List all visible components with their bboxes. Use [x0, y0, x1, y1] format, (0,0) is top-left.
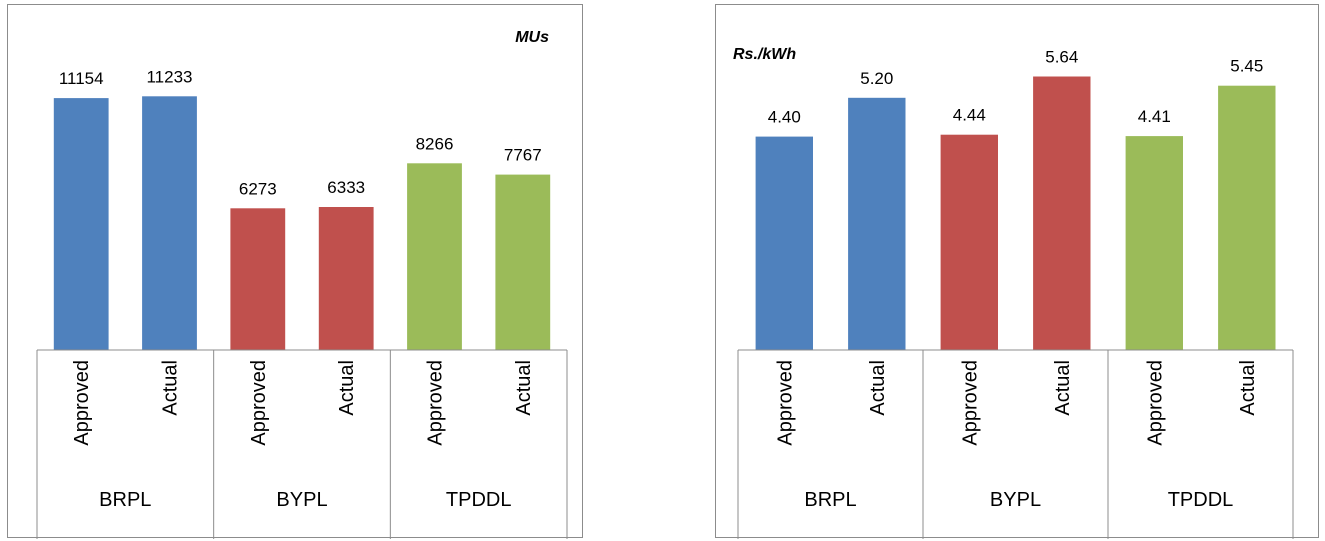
group-label-bypl: BYPL — [990, 489, 1041, 511]
group-label-bypl: BYPL — [276, 489, 327, 511]
bar-bypl-approved — [230, 208, 286, 350]
mus-chart: MUs 11154 11233 6273 6333 8266 7767 Approved Ac… — [7, 4, 583, 539]
data-label: 5.64 — [1045, 48, 1078, 67]
data-label: 6273 — [239, 179, 277, 198]
data-label: 11233 — [146, 67, 192, 86]
tick-label-approved: Approved — [959, 360, 981, 446]
group-label-tpddl: TPDDL — [1168, 489, 1234, 511]
group-label-brpl: BRPL — [804, 489, 856, 511]
group-label-tpddl: TPDDL — [446, 489, 512, 511]
tick-label-actual: Actual — [160, 360, 182, 416]
tick-label-approved: Approved — [1144, 360, 1166, 446]
bar-brpl-approved — [755, 136, 813, 350]
data-label: 5.20 — [860, 69, 893, 88]
data-label: 4.44 — [953, 106, 986, 125]
data-label: 5.45 — [1230, 57, 1263, 76]
tick-label-approved: Approved — [774, 360, 796, 446]
tick-label-actual: Actual — [1237, 360, 1259, 416]
rate-chart: Rs./kWh 4.40 5.20 4.44 5.64 4.41 5.45 Approved… — [715, 4, 1319, 539]
bar-tpddl-approved — [1125, 136, 1183, 350]
mus-chart-svg: MUs 11154 11233 6273 6333 8266 7767 Approved Ac… — [36, 29, 568, 539]
unit-label: MUs — [515, 29, 549, 46]
rate-chart-svg: Rs./kWh 4.40 5.20 4.44 5.64 4.41 5.45 Approved… — [733, 46, 1294, 539]
tick-label-actual: Actual — [336, 360, 358, 416]
bar-bypl-actual — [1033, 76, 1091, 350]
tick-label-approved: Approved — [425, 360, 447, 446]
tick-label-approved: Approved — [248, 360, 270, 446]
data-label: 4.41 — [1138, 107, 1171, 126]
bar-tpddl-actual — [495, 174, 551, 350]
data-label: 8266 — [416, 134, 454, 153]
bar-brpl-approved — [53, 98, 109, 350]
data-label: 7767 — [504, 146, 542, 165]
bar-bypl-approved — [940, 134, 998, 350]
bar-bypl-actual — [318, 207, 374, 350]
tick-label-actual: Actual — [1052, 360, 1074, 416]
tick-label-actual: Actual — [513, 360, 535, 416]
bar-brpl-actual — [848, 97, 906, 350]
data-label: 11154 — [59, 69, 104, 88]
data-label: 4.40 — [768, 108, 801, 127]
tick-label-approved: Approved — [71, 360, 93, 446]
group-label-brpl: BRPL — [99, 489, 151, 511]
unit-label: Rs./kWh — [733, 46, 796, 63]
bar-brpl-actual — [142, 96, 197, 350]
tick-label-actual: Actual — [867, 360, 889, 416]
bar-tpddl-approved — [407, 163, 462, 350]
data-label: 6333 — [327, 178, 365, 197]
bar-tpddl-actual — [1218, 85, 1276, 350]
